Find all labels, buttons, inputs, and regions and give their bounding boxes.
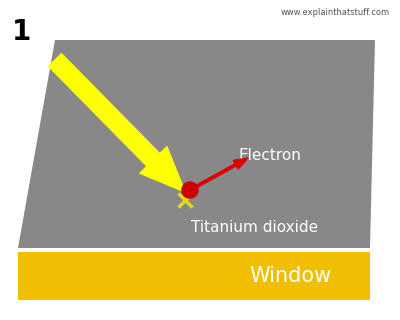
FancyArrow shape — [48, 54, 185, 192]
FancyArrow shape — [189, 158, 248, 191]
Circle shape — [182, 182, 198, 198]
Polygon shape — [18, 252, 370, 300]
Polygon shape — [18, 40, 375, 248]
Text: Window: Window — [249, 266, 331, 286]
Text: 1: 1 — [12, 18, 31, 46]
Text: Electron: Electron — [238, 148, 302, 163]
Text: Titanium dioxide: Titanium dioxide — [192, 220, 318, 236]
Text: www.explainthatstuff.com: www.explainthatstuff.com — [281, 8, 390, 17]
